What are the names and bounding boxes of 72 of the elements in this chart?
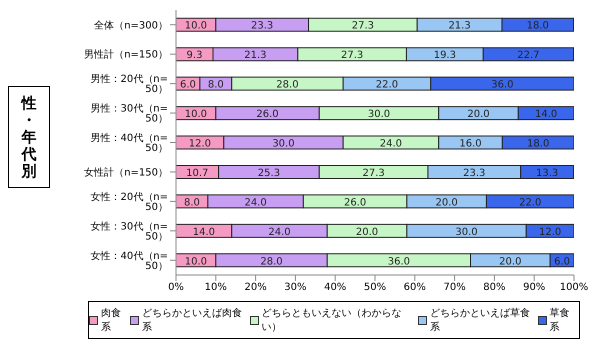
data-label: 6.0 <box>180 80 196 91</box>
data-label: 14.0 <box>192 226 215 238</box>
legend-label: 草食系 <box>550 306 571 334</box>
data-label: 28.0 <box>276 80 299 91</box>
data-label: 6.0 <box>554 256 570 268</box>
data-label: 22.7 <box>517 50 540 62</box>
y-tick-label: 男性：30代（n= 50） <box>90 102 168 125</box>
data-label: 23.3 <box>251 20 274 32</box>
x-tick-label: 80% <box>483 282 506 294</box>
data-label: 27.3 <box>362 168 385 179</box>
y-tick-label: 男性：20代（n= 50） <box>90 73 168 96</box>
data-label: 26.0 <box>344 197 366 208</box>
data-label: 24.0 <box>380 138 402 150</box>
data-label: 30.0 <box>272 138 295 150</box>
x-tick-label: 70% <box>443 282 466 294</box>
data-label: 22.0 <box>519 197 542 208</box>
y-axis-title: 性・年代別 <box>22 94 36 180</box>
data-label: 27.3 <box>340 50 364 62</box>
data-label: 20.0 <box>436 197 458 208</box>
data-label: 20.0 <box>499 256 522 268</box>
data-label: 13.3 <box>536 168 558 179</box>
label-frame: 性・年代別 <box>8 86 50 188</box>
data-label: 9.3 <box>186 50 202 62</box>
data-label: 20.0 <box>467 109 490 120</box>
data-label: 21.3 <box>448 20 471 32</box>
data-label: 12.0 <box>188 138 212 150</box>
data-label: 8.0 <box>208 80 224 91</box>
y-tick-label: 女性：40代（n= 50） <box>90 250 168 272</box>
data-label: 22.0 <box>376 80 398 91</box>
data-label: 36.0 <box>388 256 410 268</box>
data-label: 20.0 <box>356 226 378 238</box>
data-label: 16.0 <box>459 138 482 150</box>
data-label: 24.0 <box>244 197 267 208</box>
y-tick-label: 男性：40代（n= 50） <box>90 132 168 154</box>
data-label: 10.0 <box>184 20 208 32</box>
legend-label: どちらかといえば草食系 <box>430 306 532 334</box>
data-label: 27.3 <box>352 20 374 32</box>
x-tick-label: 90% <box>523 282 546 294</box>
data-label: 10.0 <box>184 256 208 268</box>
y-tick-label: 女性：20代（n= 50） <box>90 190 168 213</box>
y-tick-label: 女性計（n=150） <box>84 166 168 178</box>
data-label: 30.0 <box>368 109 390 120</box>
x-tick-label: 0% <box>168 282 184 294</box>
data-label: 10.7 <box>186 168 208 179</box>
data-label: 18.0 <box>526 20 549 32</box>
y-tick-label: 全体（n=300） <box>94 19 168 32</box>
data-label: 24.0 <box>268 226 291 238</box>
legend-label: 肉食系 <box>100 307 122 334</box>
data-label: 25.3 <box>258 168 280 179</box>
x-tick-label: 40% <box>324 282 346 294</box>
data-label: 26.0 <box>256 109 279 120</box>
data-label: 18.0 <box>527 138 550 150</box>
x-tick-label: 100% <box>560 282 588 294</box>
x-tick-label: 50% <box>364 282 386 294</box>
data-label: 21.3 <box>244 50 267 62</box>
data-label: 8.0 <box>184 197 200 208</box>
y-tick-label: 女性：30代（n= 50） <box>90 220 168 242</box>
data-label: 12.0 <box>538 226 562 238</box>
data-label: 28.0 <box>260 256 283 268</box>
x-tick-label: 20% <box>244 282 267 294</box>
data-label: 36.0 <box>491 80 514 91</box>
legend-label: どちらかといえば肉食系 <box>142 307 244 334</box>
x-tick-label: 10% <box>204 282 227 294</box>
x-tick-label: 30% <box>284 282 307 294</box>
data-label: 14.0 <box>535 109 558 120</box>
data-label: 10.0 <box>184 109 208 120</box>
x-tick-label: 60% <box>404 282 426 294</box>
legend-label: どちらともいえない（わからない） <box>262 307 403 334</box>
data-label: 19.3 <box>434 50 456 62</box>
data-label: 23.3 <box>463 168 486 179</box>
y-tick-label: 男性計（n=150） <box>84 48 168 61</box>
data-label: 30.0 <box>455 226 478 238</box>
